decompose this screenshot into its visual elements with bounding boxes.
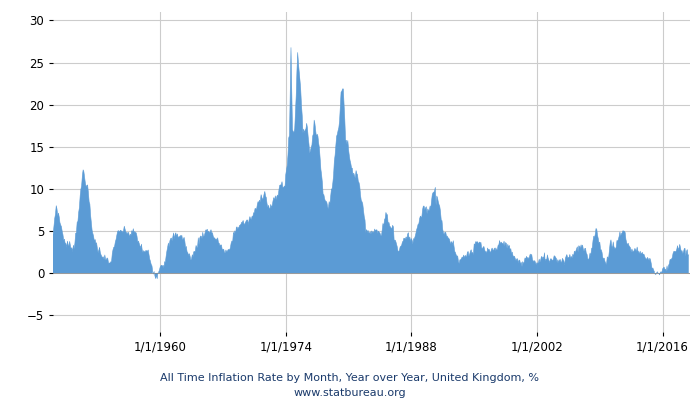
Text: All Time Inflation Rate by Month, Year over Year, United Kingdom, %: All Time Inflation Rate by Month, Year o…	[160, 373, 540, 383]
Text: www.statbureau.org: www.statbureau.org	[294, 388, 406, 398]
